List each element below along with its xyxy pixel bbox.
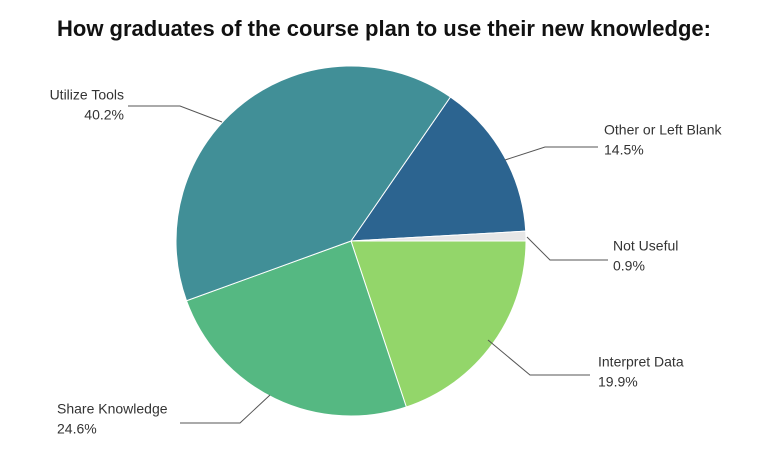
leader-line <box>487 339 590 376</box>
pie-slice <box>350 240 527 408</box>
pie-slice <box>175 65 452 302</box>
leader-line <box>504 146 598 161</box>
pie-slice <box>185 240 407 417</box>
slice-label: Share Knowledge <box>57 401 168 417</box>
slice-label: Not Useful <box>613 238 678 254</box>
pie-slice <box>350 96 527 242</box>
slice-value: 40.2% <box>84 107 124 123</box>
slice-value: 19.9% <box>598 374 638 390</box>
slice-value: 0.9% <box>613 258 645 274</box>
leader-line <box>526 236 608 261</box>
slice-label: Other or Left Blank <box>604 122 723 138</box>
leader-line <box>180 394 271 424</box>
chart-title: How graduates of the course plan to use … <box>57 16 711 41</box>
slice-label: Utilize Tools <box>50 87 124 103</box>
slice-value: 24.6% <box>57 421 97 437</box>
slice-label: Interpret Data <box>598 354 684 370</box>
leader-line <box>128 105 223 123</box>
slice-value: 14.5% <box>604 142 644 158</box>
